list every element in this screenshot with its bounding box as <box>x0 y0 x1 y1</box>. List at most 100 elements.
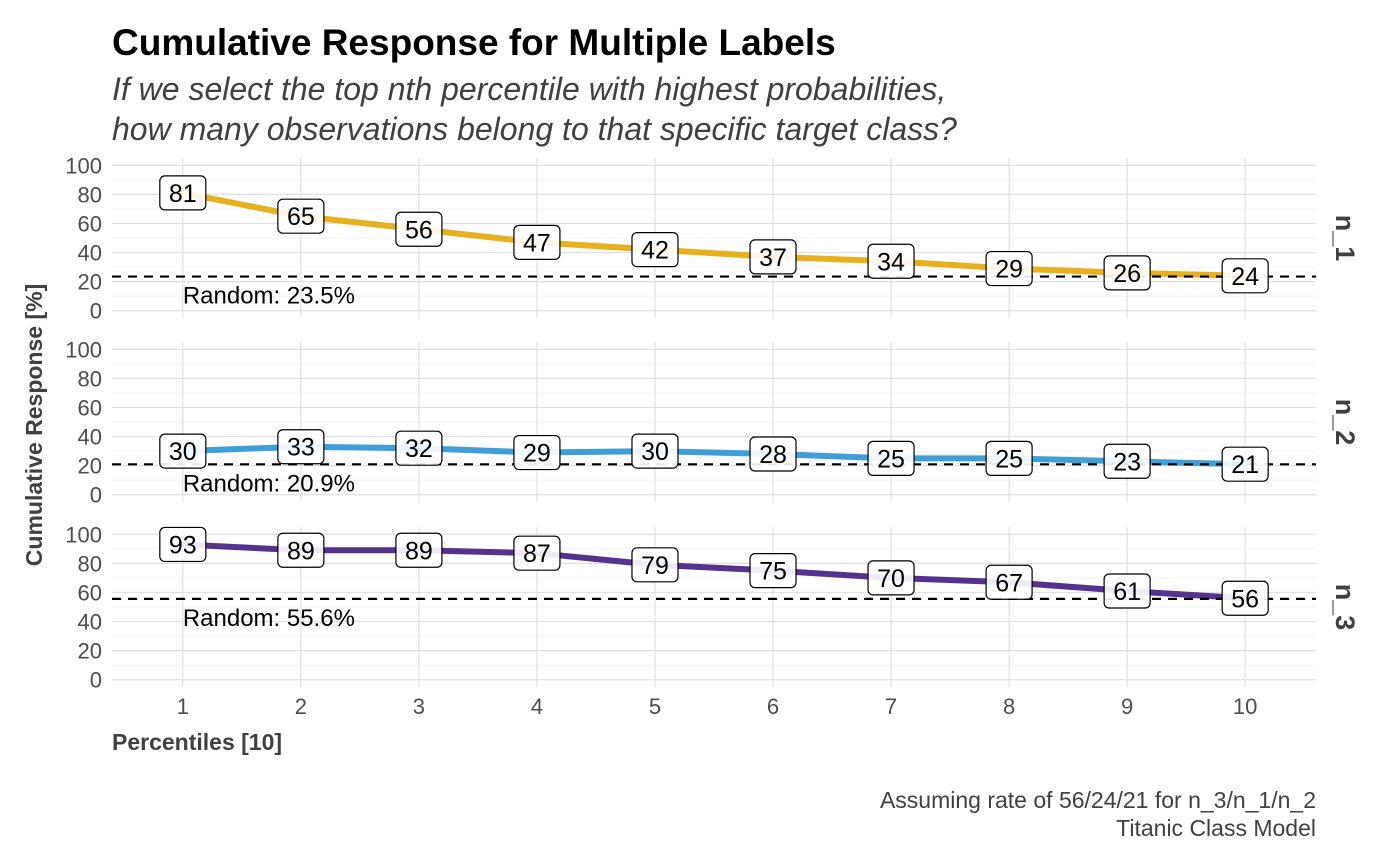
data-label-text: 93 <box>169 531 197 559</box>
data-label-box <box>159 526 207 563</box>
data-label-box <box>513 535 561 571</box>
data-label-text: 30 <box>169 438 197 466</box>
facet-strip-label: n_2 <box>1330 399 1360 446</box>
data-label: 25 <box>985 440 1033 476</box>
data-label-text: 28 <box>759 441 787 469</box>
data-label-text: 42 <box>641 237 669 265</box>
data-label-box <box>867 560 915 596</box>
y-tick-label: 40 <box>78 425 102 450</box>
data-label-box <box>277 429 325 465</box>
data-label-box <box>867 440 915 476</box>
data-label: 30 <box>159 433 207 469</box>
chart-subtitle-line-1: If we select the top nth percentile with… <box>112 71 946 107</box>
x-tick-label: 2 <box>295 694 307 719</box>
x-axis: 1 2 3 4 5 6 7 8 9 10 <box>177 694 1258 719</box>
data-label-text: 61 <box>1113 578 1141 606</box>
data-label-text: 29 <box>523 440 551 468</box>
y-tick-label: 0 <box>90 668 102 693</box>
y-tick-label: 0 <box>90 483 102 508</box>
data-label-box <box>985 440 1033 476</box>
random-reference-label: Random: 20.9% <box>183 470 355 497</box>
data-label: 47 <box>513 224 561 260</box>
data-label-box <box>1221 580 1269 616</box>
caption-line-1: Assuming rate of 56/24/21 for n_3/n_1/n_… <box>880 787 1316 813</box>
data-label-text: 79 <box>641 552 669 580</box>
x-axis-title: Percentiles [10] <box>112 729 282 755</box>
data-label: 30 <box>631 433 679 469</box>
y-tick-label: 100 <box>65 337 102 362</box>
random-reference-label: Random: 23.5% <box>183 283 355 310</box>
data-label: 33 <box>277 429 325 465</box>
data-label: 29 <box>985 250 1033 287</box>
data-label-box <box>631 433 679 469</box>
x-tick-label: 9 <box>1121 694 1133 719</box>
data-label: 93 <box>159 526 207 563</box>
data-label-text: 26 <box>1113 260 1141 288</box>
series-line-n_2 <box>179 443 1249 468</box>
chart-subtitle-line-2: how many observations belong to that spe… <box>112 111 957 147</box>
x-tick-label: 7 <box>885 694 897 719</box>
data-label-box <box>1103 255 1151 291</box>
data-label-text: 23 <box>1113 448 1141 476</box>
data-label: 42 <box>631 232 679 268</box>
data-label: 75 <box>749 553 797 589</box>
data-label: 89 <box>395 532 443 568</box>
y-tick-label: 40 <box>78 610 102 635</box>
data-label: 70 <box>867 560 915 596</box>
caption-line-2: Titanic Class Model <box>1116 815 1316 841</box>
data-label-box <box>749 553 797 589</box>
y-tick-label: 20 <box>78 454 102 479</box>
data-label-text: 65 <box>287 203 315 231</box>
y-tick-label: 60 <box>78 580 102 605</box>
data-label-text: 67 <box>995 569 1023 597</box>
data-label-box <box>1103 573 1151 609</box>
data-label-text: 24 <box>1231 263 1259 291</box>
data-label: 26 <box>1103 255 1151 291</box>
data-label-box <box>395 532 443 568</box>
data-label-text: 37 <box>759 244 787 272</box>
x-tick-label: 1 <box>177 694 189 719</box>
x-tick-label: 5 <box>649 694 661 719</box>
data-label-box <box>1221 258 1269 294</box>
chart-title: Cumulative Response for Multiple Labels <box>112 22 836 63</box>
data-label-box <box>277 532 325 568</box>
data-label-box <box>159 433 207 469</box>
data-label: 34 <box>867 243 915 279</box>
data-label: 56 <box>1221 580 1269 616</box>
data-label-box <box>1103 443 1151 479</box>
x-tick-label: 10 <box>1233 694 1257 719</box>
y-tick-label: 60 <box>78 211 102 236</box>
y-tick-label: 100 <box>65 522 102 547</box>
data-label: 21 <box>1221 446 1269 482</box>
data-label: 87 <box>513 535 561 571</box>
x-tick-label: 8 <box>1003 694 1015 719</box>
data-label: 79 <box>631 547 679 583</box>
data-label: 65 <box>277 198 325 234</box>
data-label-box <box>985 250 1033 287</box>
series-line-n_1 <box>179 189 1249 279</box>
data-label-box <box>513 224 561 260</box>
y-tick-label: 20 <box>78 639 102 664</box>
y-tick-label: 80 <box>78 551 102 576</box>
y-tick-label: 20 <box>78 270 102 295</box>
facet-strip-label: n_1 <box>1330 215 1360 262</box>
random-reference-label: Random: 55.6% <box>183 605 355 632</box>
panel-n_1: 0 20 40 60 80 100 Random: 23.5% 81 65 56 47 42 37 34 2… <box>65 153 1360 323</box>
data-label: 25 <box>867 440 915 476</box>
data-label-text: 32 <box>405 435 433 463</box>
data-label-text: 33 <box>287 434 315 462</box>
data-label-box <box>631 547 679 583</box>
data-label-box <box>1221 446 1269 482</box>
data-label-box <box>277 198 325 234</box>
data-label-text: 47 <box>523 229 551 257</box>
data-label-text: 81 <box>169 180 197 208</box>
data-label-box <box>395 211 443 247</box>
y-tick-label: 40 <box>78 241 102 266</box>
data-label: 28 <box>749 436 797 472</box>
x-tick-label: 3 <box>413 694 425 719</box>
data-label-box <box>867 243 915 279</box>
data-label-box <box>513 434 561 471</box>
y-tick-label: 80 <box>78 182 102 207</box>
data-label-text: 87 <box>523 540 551 568</box>
data-label-text: 70 <box>877 565 905 593</box>
